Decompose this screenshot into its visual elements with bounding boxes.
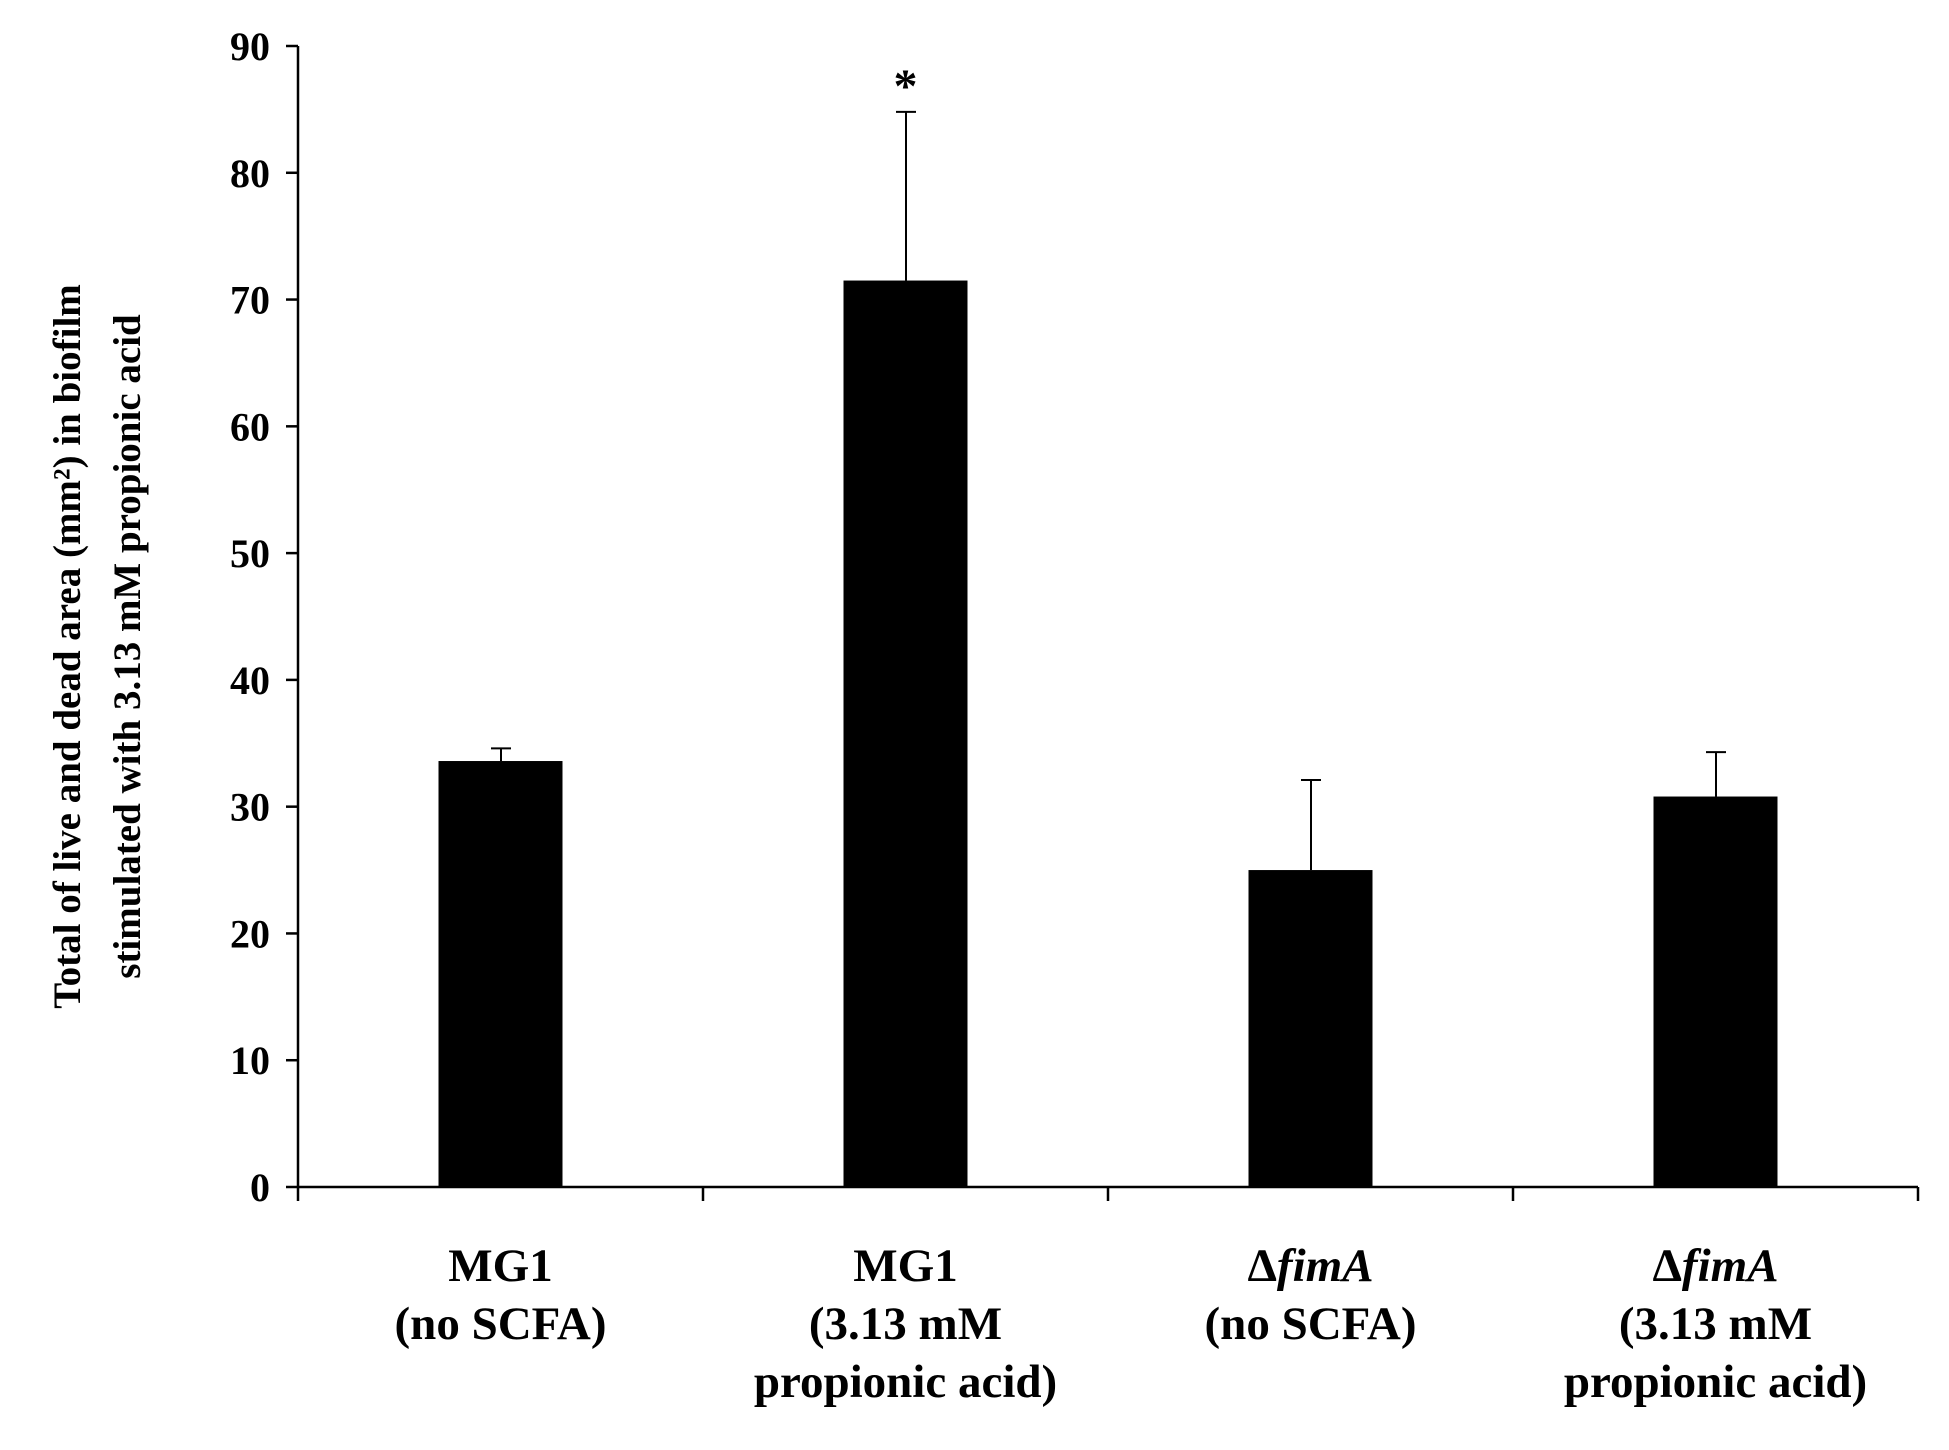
x-tick-label-line: MG1: [448, 1240, 552, 1292]
x-tick-label-line: (no SCFA): [1205, 1298, 1417, 1350]
x-tick-label: MG1 (3.13 mM propionic acid): [754, 1240, 1057, 1408]
x-tick-label: MG1 (no SCFA): [395, 1240, 607, 1350]
x-tick-label-strain: fimA: [1682, 1240, 1779, 1292]
bar: [1653, 796, 1778, 1187]
y-tick-label: 0: [250, 1165, 270, 1210]
x-tick-label-line: Δ: [1652, 1240, 1681, 1292]
x-tick-label: ΔfimA (no SCFA): [1205, 1240, 1417, 1350]
x-tick-label-strain: fimA: [1277, 1240, 1374, 1292]
axes: 0 10 20 30 40 50 60 70 80 90: [230, 24, 1920, 1210]
y-tick-label: 70: [230, 278, 270, 323]
y-tick-label: 30: [230, 785, 270, 830]
y-tick-label: 20: [230, 911, 270, 956]
x-tick-label-line: propionic acid): [754, 1356, 1057, 1408]
x-tick-label-line: propionic acid): [1564, 1356, 1867, 1408]
y-tick-label: 50: [230, 531, 270, 576]
y-tick-label: 40: [230, 658, 270, 703]
y-axis-title-line: stimulated with 3.13 mM propionic acid: [106, 314, 149, 979]
annotations: *: [894, 60, 918, 113]
bar: [843, 280, 968, 1187]
y-tick-label: 60: [230, 404, 270, 449]
x-tick-label-line: MG1: [853, 1240, 957, 1292]
x-tick-label-line: (3.13 mM: [1619, 1298, 1812, 1350]
y-axis-title: Total of live and dead area (mm²) in bio…: [46, 284, 149, 1009]
y-axis-title-line: Total of live and dead area (mm²) in bio…: [46, 284, 89, 1009]
x-axis-labels: MG1 (no SCFA)MG1 (3.13 mM propionic acid)Δf…: [395, 1240, 1868, 1408]
error-bars: [491, 110, 1726, 871]
y-tick-label: 80: [230, 151, 270, 196]
x-tick-label-line: (3.13 mM: [809, 1298, 1002, 1350]
x-tick-label: ΔfimA (3.13 mM propionic acid): [1564, 1240, 1867, 1408]
x-tick-label-line: (no SCFA): [395, 1298, 607, 1350]
y-tick-label: 90: [230, 24, 270, 69]
x-tick-label-line: Δ: [1247, 1240, 1276, 1292]
bar: [1248, 870, 1373, 1187]
bars: [438, 280, 1778, 1187]
significance-marker: *: [894, 60, 918, 113]
y-tick-label: 10: [230, 1038, 270, 1083]
bar: [438, 761, 563, 1187]
